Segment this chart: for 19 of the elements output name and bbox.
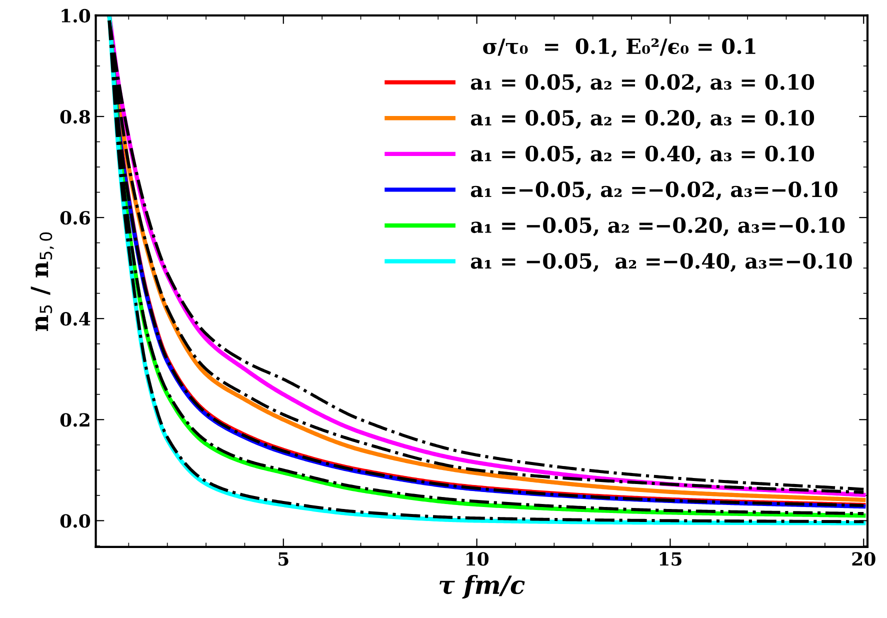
y-tick-label: 0.4 bbox=[60, 312, 90, 326]
y-tick-label: 0.6 bbox=[60, 210, 90, 225]
legend-label: a₁ = 0.05, a₂ = 0.40, a₃ = 0.10 bbox=[470, 146, 814, 165]
legend-label: a₁ = 0.05, a₂ = 0.02, a₃ = 0.10 bbox=[470, 74, 814, 94]
y-tick-label: 0.8 bbox=[60, 110, 90, 124]
y-tick-label: 0.2 bbox=[60, 413, 90, 427]
x-tick-label: 20 bbox=[852, 552, 876, 566]
x-axis-title: τ fm/c bbox=[440, 574, 525, 599]
y-tick-label: 0.0 bbox=[60, 514, 90, 528]
y-axis-title: n$_{5}$ / n$_{5,0}$ bbox=[30, 232, 54, 332]
legend-label: a₁ = −0.05, a₂ =−0.40, a₃=−0.10 bbox=[470, 253, 852, 272]
x-tick-label: 5 bbox=[278, 552, 288, 566]
legend-title: σ/τ₀ = 0.1, E₀²/ϵ₀ = 0.1 bbox=[483, 38, 756, 58]
y-tick-label: 1.0 bbox=[62, 8, 90, 23]
legend-label: a₁ =−0.05, a₂ =−0.02, a₃=−0.10 bbox=[470, 182, 838, 200]
legend-label: a₁ = 0.05, a₂ = 0.20, a₃ = 0.10 bbox=[470, 110, 814, 129]
legend-label: a₁ = −0.05, a₂ =−0.20, a₃=−0.10 bbox=[470, 217, 845, 236]
x-tick-label: 15 bbox=[660, 552, 682, 566]
x-tick-label: 10 bbox=[466, 552, 489, 566]
